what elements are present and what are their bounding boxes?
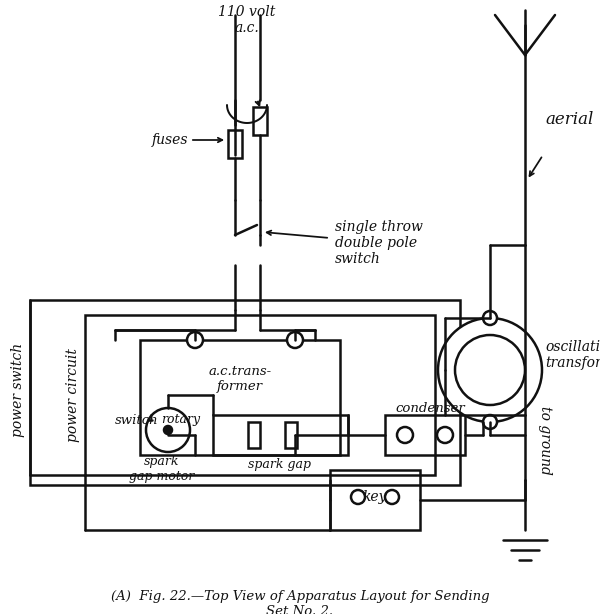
Circle shape — [437, 427, 453, 443]
Circle shape — [146, 408, 190, 452]
Text: single throw
double pole
switch: single throw double pole switch — [335, 220, 423, 266]
Text: spark gap: spark gap — [248, 458, 311, 471]
Text: a.c.trans-
former: a.c.trans- former — [208, 365, 272, 393]
Text: condenser: condenser — [395, 402, 465, 415]
Text: key: key — [363, 490, 387, 504]
Circle shape — [438, 318, 542, 422]
Bar — [253, 107, 267, 135]
Text: rotary: rotary — [161, 413, 200, 427]
Text: spark
gap motor: spark gap motor — [130, 455, 194, 483]
Text: 110 volt
a.c.: 110 volt a.c. — [218, 5, 275, 35]
Bar — [140, 340, 340, 455]
Bar — [330, 470, 420, 530]
Circle shape — [455, 335, 525, 405]
Circle shape — [287, 332, 303, 348]
Bar — [385, 415, 465, 455]
Bar — [30, 300, 460, 485]
Bar — [213, 415, 348, 455]
Circle shape — [164, 426, 172, 434]
Text: (A)  Fig. 22.—Top View of Apparatus Layout for Sending
Set No. 2.: (A) Fig. 22.—Top View of Apparatus Layou… — [110, 590, 490, 614]
Circle shape — [351, 490, 365, 504]
Bar — [285, 422, 297, 448]
Bar — [85, 315, 435, 475]
Text: power circuit: power circuit — [66, 348, 80, 442]
Text: fuses: fuses — [151, 133, 188, 147]
Text: power switch: power switch — [11, 343, 25, 437]
Text: oscillation
transformer: oscillation transformer — [545, 340, 600, 370]
Circle shape — [483, 311, 497, 325]
Text: aerial: aerial — [545, 112, 593, 128]
Bar — [248, 422, 260, 448]
Circle shape — [385, 490, 399, 504]
Circle shape — [483, 415, 497, 429]
Text: switch: switch — [115, 413, 158, 427]
Bar — [228, 130, 242, 158]
Circle shape — [397, 427, 413, 443]
Circle shape — [187, 332, 203, 348]
Text: to ground: to ground — [538, 406, 552, 475]
